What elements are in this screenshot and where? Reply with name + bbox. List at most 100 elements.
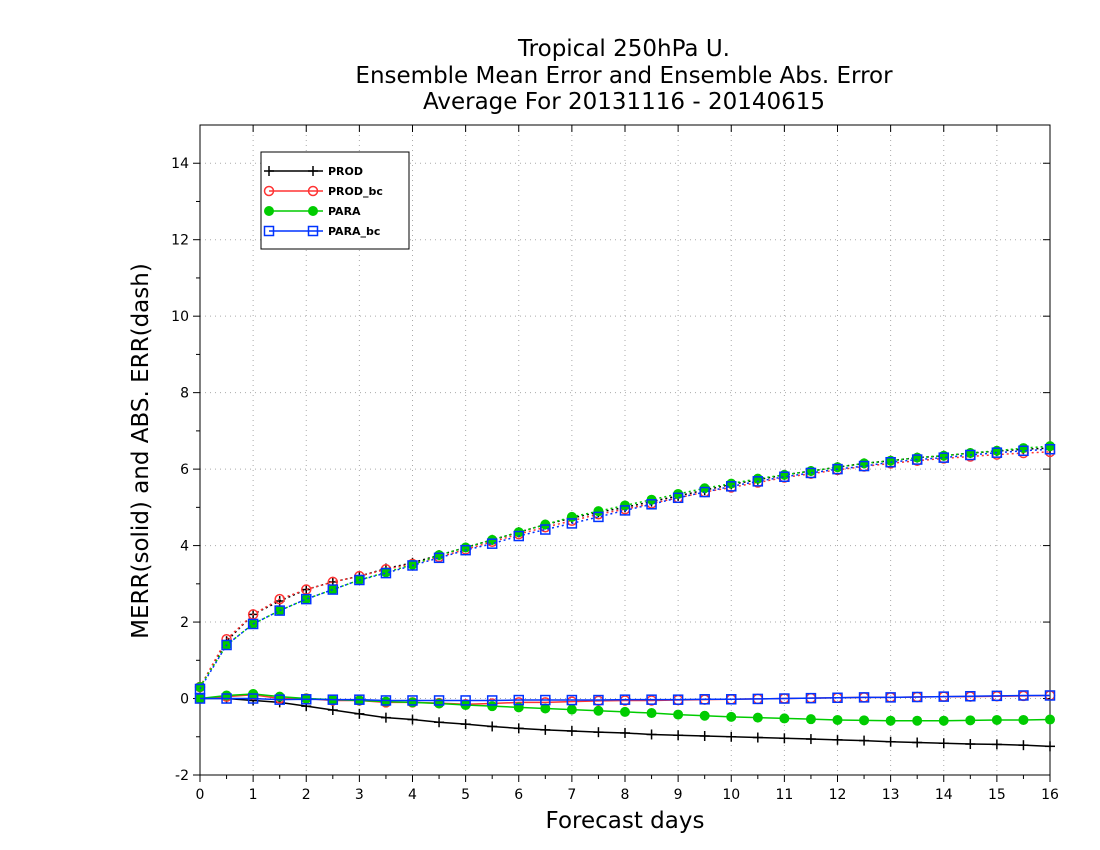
data-point-square	[858, 460, 870, 472]
data-point-dot	[327, 584, 338, 595]
data-point-dot	[832, 714, 843, 725]
legend-box	[260, 151, 410, 250]
data-point-plus	[407, 714, 418, 725]
series-line-merr-para-bc	[200, 694, 1050, 702]
data-point-dot	[301, 594, 312, 605]
data-point-square	[911, 454, 923, 465]
data-point-square	[566, 518, 578, 529]
data-point-plus	[380, 712, 391, 723]
data-point-circle	[274, 593, 285, 605]
data-point-plus	[327, 705, 338, 715]
data-point-square	[380, 567, 392, 579]
x-tick-label: 11	[775, 787, 793, 803]
x-tick-label: 16	[1041, 787, 1059, 803]
data-point-dot	[965, 715, 976, 726]
data-point-square	[1018, 690, 1029, 701]
data-point-square	[672, 492, 684, 504]
data-point-dot	[938, 715, 949, 726]
data-point-square	[460, 695, 471, 706]
x-tick-label: 13	[882, 787, 900, 803]
y-tick-label: 4	[180, 539, 189, 555]
data-point-square	[540, 524, 551, 535]
data-point-dot	[593, 506, 604, 517]
data-point-plus	[264, 166, 274, 176]
data-point-square	[263, 225, 275, 237]
data-point-square	[752, 693, 764, 705]
data-point-circle	[263, 185, 275, 197]
data-point-square	[779, 693, 790, 704]
data-point-square	[646, 499, 657, 510]
data-point-plus	[620, 727, 630, 738]
legend-label: PARA_bc	[328, 225, 380, 238]
data-point-square	[965, 690, 976, 702]
series-prod-bc	[194, 446, 1056, 710]
data-point-dot	[991, 714, 1002, 725]
legend-label: PROD	[328, 165, 363, 178]
data-point-plus	[832, 734, 843, 745]
y-tick-label: 8	[180, 386, 189, 402]
chart-title-line-1: Tropical 250hPa U.	[518, 36, 730, 62]
data-point-square	[301, 593, 312, 605]
data-point-dot	[673, 709, 684, 720]
x-axis-label: Forecast days	[545, 808, 705, 834]
data-point-square	[274, 694, 285, 705]
data-point-square	[407, 695, 418, 706]
x-tick-label: 12	[829, 787, 847, 803]
data-point-dot	[566, 704, 577, 715]
data-point-plus	[460, 719, 471, 730]
data-point-dot	[885, 715, 896, 726]
data-point-square	[307, 225, 319, 237]
data-point-square	[194, 683, 206, 695]
data-point-square	[672, 694, 684, 705]
data-point-square	[221, 639, 232, 651]
y-tick-label: 2	[180, 615, 189, 631]
data-point-square	[699, 694, 710, 705]
legend-label: PARA	[328, 205, 361, 218]
data-point-square	[619, 694, 631, 705]
data-point-square	[433, 695, 445, 706]
data-point-square	[805, 467, 817, 479]
chart-title-line-3: Average For 20131116 - 20140615	[422, 89, 826, 115]
data-point-square	[858, 692, 870, 703]
data-point-dot	[620, 706, 630, 717]
x-tick-label: 3	[355, 787, 364, 803]
data-point-plus	[991, 739, 1002, 750]
series-para-bc	[194, 443, 1056, 706]
x-tick-label: 10	[722, 787, 740, 803]
x-axis: 0 1 2 3 4 5 6 7 8 9 10 11 12 13 14 15 16	[196, 125, 1059, 803]
y-tick-label: 14	[171, 156, 189, 172]
legend-item-prod: PROD	[264, 165, 363, 178]
series-para	[195, 441, 1055, 726]
y-tick-label: 10	[171, 309, 189, 325]
data-point-plus	[513, 723, 524, 734]
data-point-plus	[1045, 741, 1055, 752]
y-axis: -2 0 2 4 6 8 10 12 14	[171, 156, 1050, 784]
data-point-dot	[779, 713, 790, 724]
data-point-plus	[938, 738, 949, 749]
data-point-square	[513, 530, 524, 542]
data-point-square	[911, 691, 923, 703]
data-point-square	[885, 692, 896, 703]
series-line-abs-err-para-bc	[199, 448, 1051, 690]
data-point-square	[1044, 443, 1056, 455]
data-point-square	[779, 471, 790, 483]
data-point-dot	[593, 705, 604, 716]
y-axis-label: MERR(solid) and ABS. ERR(dash)	[128, 263, 154, 639]
x-tick-label: 9	[674, 787, 683, 803]
data-point-circle	[307, 185, 319, 197]
data-point-square	[301, 694, 312, 705]
data-point-square	[646, 694, 657, 705]
data-point-square	[354, 694, 365, 705]
data-point-plus	[566, 726, 577, 737]
series-line-abs-err-prod-bc	[199, 451, 1051, 688]
data-point-square	[327, 694, 339, 705]
x-tick-label: 14	[935, 787, 953, 803]
data-point-square	[1018, 445, 1029, 457]
data-point-square	[965, 449, 976, 461]
data-point-square	[247, 618, 259, 630]
data-point-square	[486, 695, 498, 706]
data-point-plus	[593, 727, 604, 738]
y-tick-label: 0	[180, 692, 189, 708]
data-point-square	[699, 486, 710, 498]
